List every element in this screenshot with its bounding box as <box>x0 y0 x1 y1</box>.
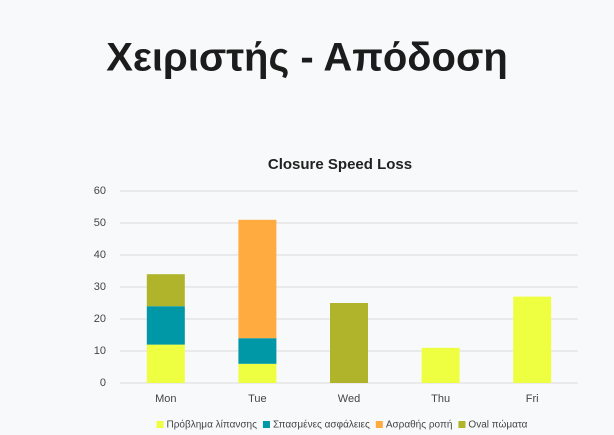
legend-label: Σπασμένες ασφάλειες <box>273 419 370 431</box>
x-tick-label: Mon <box>155 393 176 405</box>
legend-swatch <box>375 421 383 428</box>
slide-title: Χειριστής - Απόδοση <box>106 36 508 80</box>
bar-segment <box>146 306 185 345</box>
chart-title: Closure Speed Loss <box>268 156 412 173</box>
x-tick-label: Thu <box>431 393 450 405</box>
legend-label: Oval πώματα <box>468 419 527 431</box>
legend-swatch <box>262 421 270 428</box>
legend-swatch <box>458 421 466 428</box>
bar-segment <box>238 338 277 364</box>
bar-segment <box>421 347 460 383</box>
y-tick-label: 0 <box>100 377 106 389</box>
legend-swatch <box>156 421 164 428</box>
y-tick-label: 10 <box>94 345 106 357</box>
bar-segment <box>146 274 185 307</box>
x-tick-label: Wed <box>338 393 360 405</box>
bar-segment <box>146 344 185 383</box>
y-tick-label: 20 <box>94 313 106 325</box>
x-tick-label: Tue <box>248 393 267 405</box>
y-tick-label: 50 <box>94 217 106 229</box>
bar-segment <box>238 363 277 383</box>
y-tick-label: 60 <box>94 185 106 197</box>
x-tick-label: Fri <box>526 393 539 405</box>
legend-label: Πρόβλημα λίπανσης <box>167 419 258 431</box>
legend-label: Ασραθής ροπή <box>386 419 453 431</box>
bar-segment <box>238 219 277 339</box>
y-tick-label: 40 <box>94 249 106 261</box>
bar-segment <box>513 296 552 383</box>
y-tick-label: 30 <box>94 281 106 293</box>
bar-segment <box>330 303 368 383</box>
